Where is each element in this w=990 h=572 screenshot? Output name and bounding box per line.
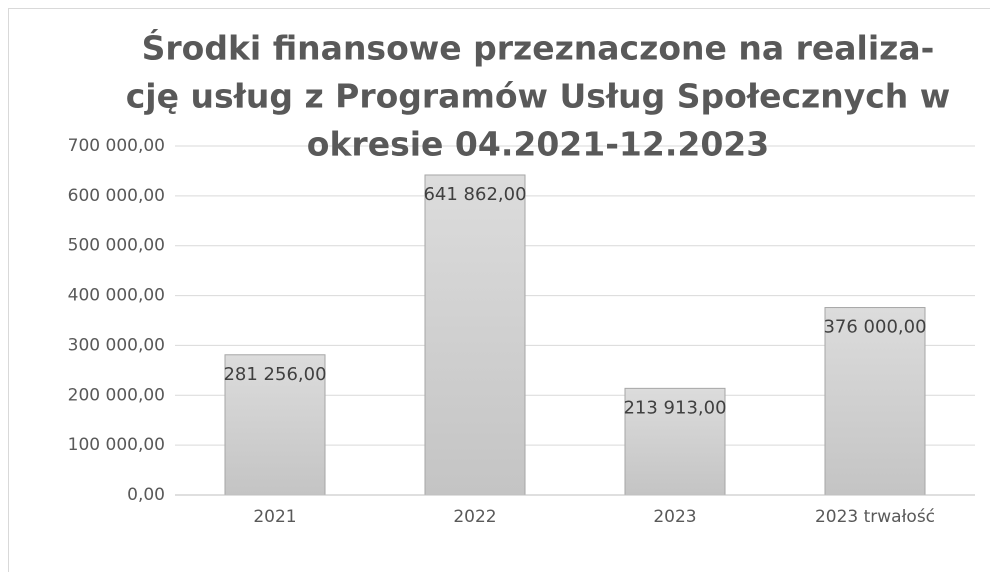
x-tick-label: 2021: [253, 507, 296, 527]
y-tick-label: 700 000,00: [68, 136, 165, 156]
x-tick-label: 2022: [453, 507, 496, 527]
value-label: 641 862,00: [423, 184, 526, 205]
y-tick-label: 0,00: [127, 485, 165, 505]
value-label: 281 256,00: [223, 364, 326, 385]
y-tick-label: 100 000,00: [68, 435, 165, 455]
chart-title: cję usług z Programów Usług Społecznych …: [126, 77, 951, 116]
x-tick-label: 2023: [653, 507, 696, 527]
chart-title: Środki finansowe przeznaczone na realiza…: [142, 28, 935, 68]
bar: [424, 174, 526, 496]
y-tick-label: 500 000,00: [68, 236, 165, 256]
y-tick-label: 600 000,00: [68, 186, 165, 206]
bar: [224, 354, 326, 496]
bar: [624, 387, 726, 496]
y-tick-label: 200 000,00: [68, 385, 165, 405]
y-tick-label: 400 000,00: [68, 286, 165, 306]
value-label: 213 913,00: [623, 397, 726, 418]
y-tick-label: 300 000,00: [68, 335, 165, 355]
chart-title: okresie 04.2021-12.2023: [307, 125, 769, 164]
value-label: 376 000,00: [823, 317, 926, 338]
x-tick-label: 2023 trwałość: [815, 507, 935, 527]
